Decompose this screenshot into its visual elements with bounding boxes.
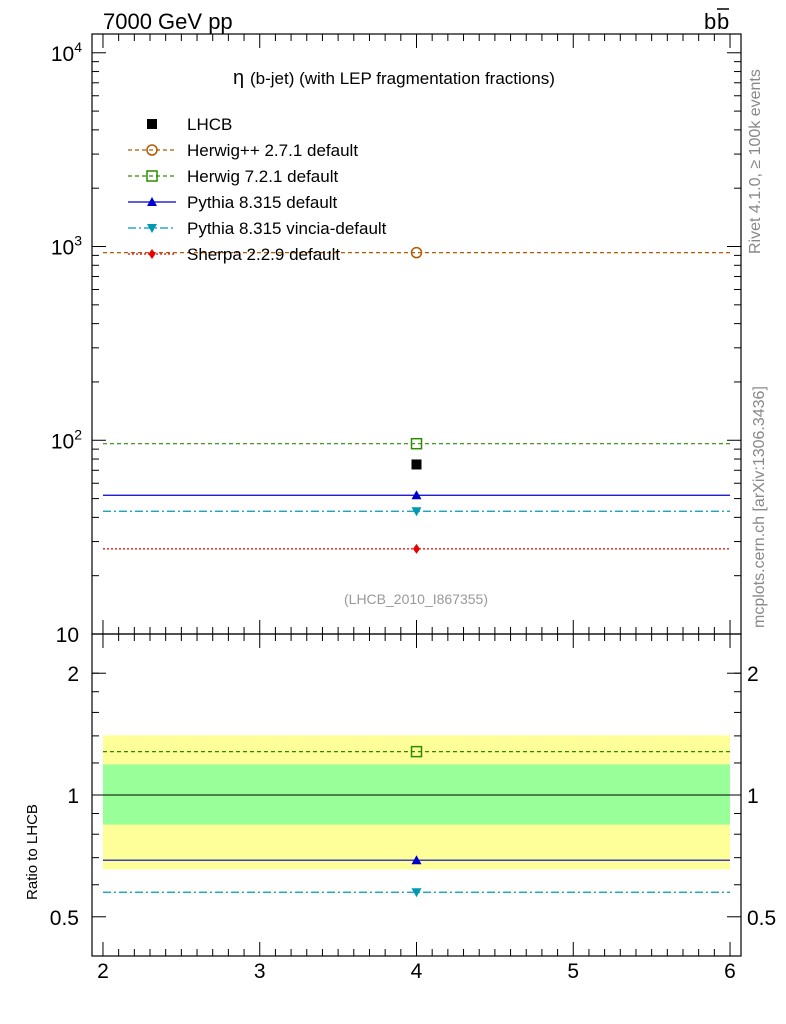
ratio-point-2 — [411, 855, 422, 865]
main-point-5 — [413, 543, 420, 554]
rivet-label: Rivet 4.1.0, ≥ 100k events — [747, 69, 764, 254]
legend-entry-1: Herwig++ 2.7.1 default — [128, 141, 358, 160]
main-point-4 — [411, 507, 422, 517]
plot-title-symbol: η — [233, 67, 244, 89]
legend-marker-2 — [146, 170, 158, 182]
xtick-label-1: 3 — [254, 960, 266, 983]
uncertainty-bands — [92, 735, 741, 870]
xtick-label-3: 5 — [567, 960, 579, 983]
legend-label-2: Herwig 7.2.1 default — [187, 167, 338, 186]
main-ytick-label-2: 102 — [51, 426, 82, 453]
legend-marker-5 — [148, 249, 156, 259]
ratio-ytick-label-right-1: 1 — [747, 785, 759, 808]
ratio-ytick-label-right-2: 2 — [747, 663, 759, 686]
main-point-0 — [411, 459, 422, 470]
legend-entry-3: Pythia 8.315 default — [128, 193, 338, 212]
legend-entry-5: Sherpa 2.2.9 default — [128, 245, 340, 264]
main-point-3 — [411, 490, 422, 500]
ratio-point-1 — [410, 745, 423, 758]
main-point-1 — [410, 246, 423, 259]
process-label: b b — [704, 8, 729, 34]
legend-entry-4: Pythia 8.315 vincia-default — [128, 219, 387, 238]
ratio-ytick-label-1: 1 — [67, 785, 79, 808]
mcplots-label: mcplots.cern.ch [arXiv:1306.3436] — [751, 386, 768, 628]
legend-entry-2: Herwig 7.2.1 default — [128, 167, 338, 186]
ratio-point-3 — [411, 888, 422, 898]
ratio-ytick-label-right-0: 0.5 — [747, 907, 776, 930]
xtick-label-0: 2 — [97, 960, 109, 983]
plot-title-text: (b-jet) (with LEP fragmentation fraction… — [250, 69, 555, 88]
main-ytick-label-3: 10 — [56, 624, 79, 647]
legend-marker-4 — [147, 224, 157, 233]
ratio-ytick-label-0: 0.5 — [50, 907, 79, 930]
main-series — [102, 246, 731, 554]
legend: LHCB Herwig++ 2.7.1 default Herwig 7.2.1 d… — [128, 115, 387, 264]
process-label-bbar: b — [717, 9, 729, 34]
ratio-ylabel: Ratio to LHCB — [24, 804, 41, 900]
plot-title: η (b-jet) (with LEP fragmentation fracti… — [233, 67, 555, 89]
legend-label-5: Sherpa 2.2.9 default — [187, 245, 340, 264]
main-ytick-label-1: 103 — [51, 233, 82, 260]
legend-entry-0: LHCB — [147, 115, 232, 134]
legend-label-0: LHCB — [187, 115, 232, 134]
legend-label-4: Pythia 8.315 vincia-default — [187, 219, 387, 238]
legend-marker-3 — [147, 197, 157, 206]
legend-marker-0 — [147, 119, 157, 129]
ratio-ytick-label-2: 2 — [67, 663, 79, 686]
analysis-label: (LHCB_2010_I867355) — [344, 591, 488, 607]
xtick-label-4: 6 — [724, 960, 736, 983]
legend-label-3: Pythia 8.315 default — [187, 193, 338, 212]
legend-marker-1 — [146, 144, 158, 156]
collision-label: 7000 GeV pp — [103, 9, 233, 34]
main-ytick-label-0: 104 — [51, 39, 82, 66]
main-point-2 — [410, 437, 423, 450]
ratio-series — [102, 745, 731, 898]
process-label-b: b — [704, 9, 716, 34]
xtick-label-2: 4 — [411, 960, 423, 983]
legend-label-1: Herwig++ 2.7.1 default — [187, 141, 358, 160]
